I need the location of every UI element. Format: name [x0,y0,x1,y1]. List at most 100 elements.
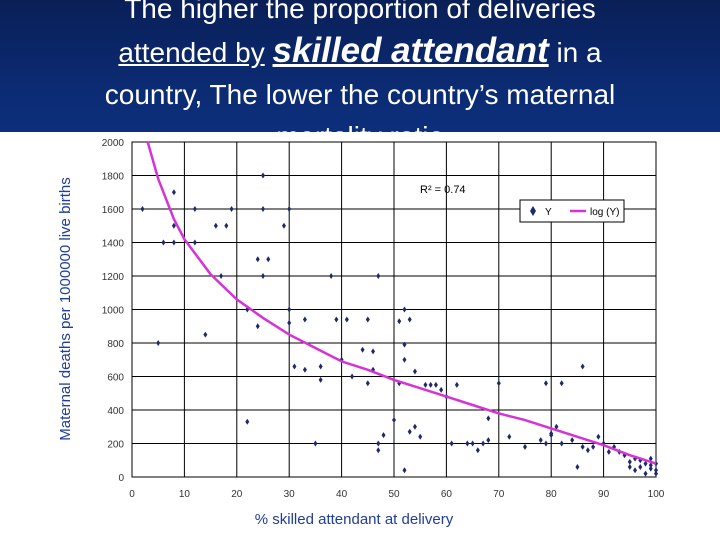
data-point [648,462,653,469]
data-point [633,467,638,474]
data-point [606,448,611,455]
data-point [192,206,197,212]
legend-label-y: Y [545,207,552,218]
data-point [334,316,339,323]
x-tick-label: 80 [546,489,558,500]
data-point [344,316,349,323]
data-point [559,440,564,447]
data-point [266,256,271,263]
y-tick-label: 0 [118,473,124,484]
data-point [543,380,548,387]
data-point [219,273,224,279]
data-points [140,172,658,477]
data-point [549,432,554,439]
y-tick-label: 1800 [102,172,125,183]
data-point [585,447,590,454]
data-point [570,437,575,444]
data-point [203,331,208,338]
x-tick-label: 40 [336,489,348,500]
y-tick-label: 600 [107,373,124,384]
data-point [365,316,370,323]
x-tick-label: 30 [284,489,296,500]
data-point [313,440,318,447]
slide-title: The higher the proportion of deliveries … [0,0,720,158]
data-point [281,222,286,229]
data-point [580,363,585,370]
data-point [627,458,632,465]
data-point [575,463,580,470]
data-point [376,440,381,447]
data-point [439,386,444,393]
data-point [643,470,648,477]
y-tick-label: 1200 [102,272,125,283]
data-point [376,273,381,279]
data-point [302,366,307,373]
title-line-2: attended by skilled attendant in a [0,30,720,74]
data-point [371,348,376,355]
data-point [161,239,166,246]
data-point [402,356,407,363]
data-point [543,440,548,447]
data-point [192,239,197,246]
data-point [397,318,402,325]
data-point [486,437,491,444]
x-tick-label: 10 [179,489,191,500]
data-point [376,447,381,454]
data-point [402,341,407,348]
legend-marker-icon [530,206,536,216]
data-point [554,423,559,430]
data-point [596,433,601,440]
title-line-2-post: in a [556,37,602,68]
data-point [475,447,480,454]
y-tick-label: 1000 [102,306,125,317]
data-point [654,467,658,474]
data-point [171,239,176,246]
x-tick-label: 50 [388,489,400,500]
y-tick-label: 800 [107,339,124,350]
data-point [454,381,459,388]
data-point [402,306,407,313]
data-point [423,381,428,388]
y-tick-label: 1400 [102,239,125,250]
data-point [627,463,632,470]
data-point [507,433,512,440]
x-tick-label: 0 [129,489,135,500]
data-point [255,256,260,263]
data-point [392,417,396,424]
x-tick-label: 20 [231,489,243,500]
data-point [261,206,265,212]
y-tick-label: 1600 [102,205,125,216]
trend-line [146,141,657,465]
data-point [261,172,265,179]
data-point [465,440,470,447]
title-emphasis: skilled attendant [272,31,549,70]
data-point [643,460,648,467]
data-point [470,440,475,447]
data-point [428,381,433,388]
data-point [407,428,412,435]
data-point [156,340,161,346]
y-axis-label: Maternal deaths per 1000000 live births [57,177,74,441]
data-point [580,443,585,450]
grid-lines [131,141,657,478]
data-point [481,440,486,447]
data-point [412,423,417,430]
data-point [287,206,292,212]
x-axis-label: % skilled attendant at delivery [255,511,454,528]
data-point [418,433,423,440]
data-point [255,323,260,330]
title-line-3: country, The lower the country’s materna… [104,79,616,110]
title-band [0,0,720,132]
data-point [486,415,491,422]
x-tick-label: 70 [493,489,505,500]
data-point [318,376,323,383]
data-point [559,380,564,387]
data-point [261,273,265,279]
scatter-chart: 0 200 400 600 800 1000 1200 1400 1600 1800 2000 0 1… [57,138,665,528]
data-point [402,467,407,474]
x-tick-label: 100 [648,489,665,500]
data-point [171,189,176,196]
y-tick-label: 200 [107,440,124,451]
data-point [412,368,417,375]
title-line-1: The higher the proportion of deliveries [124,0,596,24]
